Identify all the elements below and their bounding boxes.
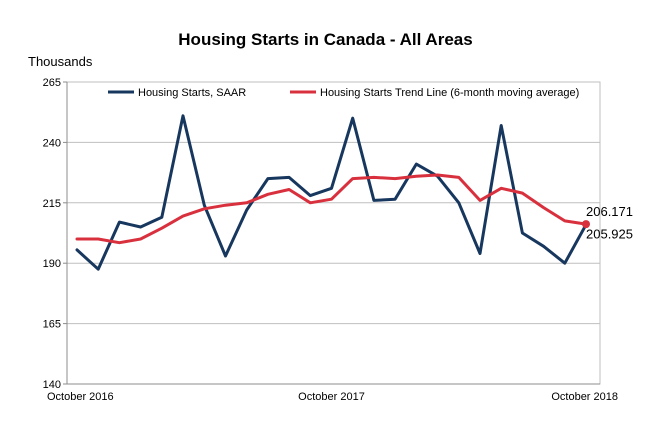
y-tick-label: 165 [43, 319, 61, 331]
plot-area-border [66, 81, 601, 385]
legend-entry: Housing Starts Trend Line (6-month movin… [320, 87, 579, 99]
end-value-label: 206.171 [586, 204, 633, 219]
y-axis-unit-label: Thousands [28, 54, 93, 69]
end-value-labels: 206.171 205.925 [586, 204, 633, 242]
axes [63, 81, 601, 385]
trend-end-marker [582, 220, 590, 229]
end-value-label: 205.925 [586, 227, 633, 242]
x-tick-label: October 2016 [47, 391, 114, 403]
series-line-housing-starts [75, 114, 588, 271]
x-tick-label: October 2018 [551, 391, 618, 403]
gridlines [67, 81, 600, 385]
y-tick-label: 240 [43, 137, 61, 149]
x-tick-labels: October 2016 October 2017 October 2018 [47, 391, 618, 403]
series-layer [75, 114, 590, 271]
x-tick-label: October 2017 [298, 391, 365, 403]
legend-entry: Housing Starts, SAAR [138, 87, 246, 99]
y-tick-label: 190 [43, 258, 61, 270]
y-tick-label: 215 [43, 198, 61, 210]
y-tick-labels: 140 165 190 215 240 265 [43, 77, 61, 391]
chart-title: Housing Starts in Canada - All Areas [178, 30, 473, 49]
y-tick-label: 265 [43, 77, 61, 89]
series-line-trend [75, 173, 588, 245]
y-tick-label: 140 [43, 379, 61, 391]
legend: Housing Starts, SAAR Housing Starts Trend… [108, 87, 579, 99]
